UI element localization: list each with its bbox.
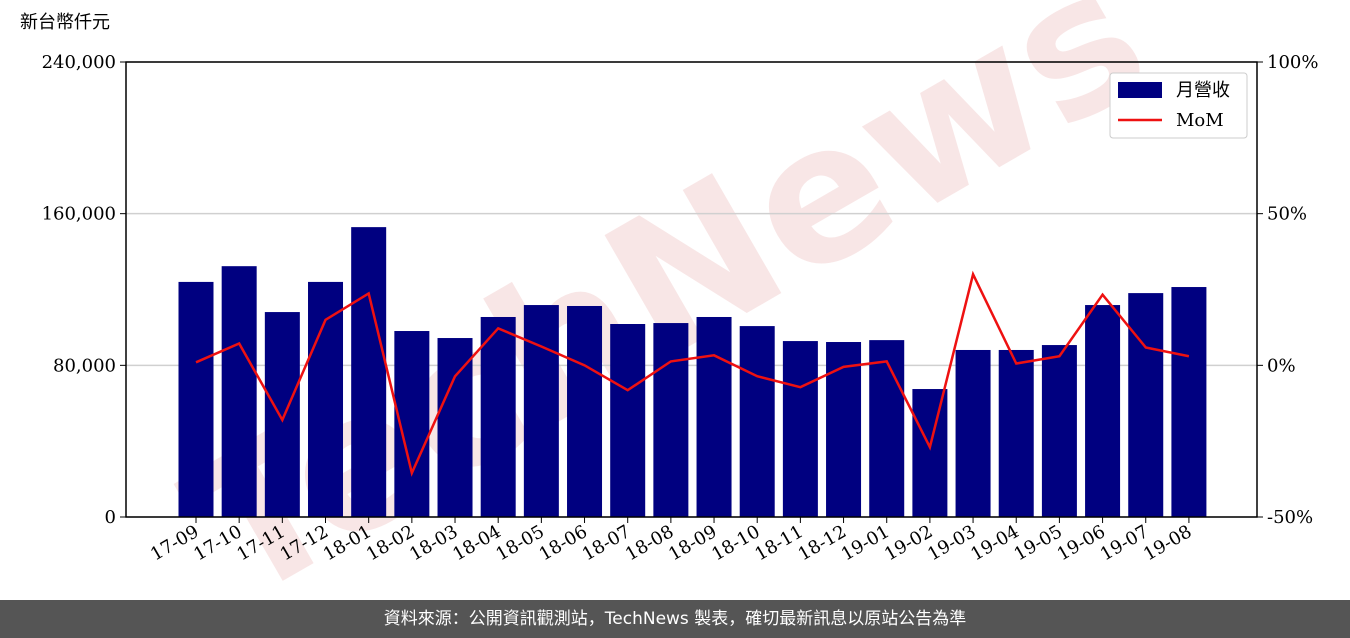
x-tick-label: 19-08	[1140, 521, 1195, 565]
x-tick-label: 19-04	[967, 521, 1022, 565]
bar	[523, 305, 559, 517]
x-tick-label: 18-09	[665, 521, 720, 565]
bar	[1041, 345, 1077, 517]
x-tick-label: 18-12	[795, 521, 850, 565]
line	[195, 270, 1190, 477]
x-tick-label: 19-05	[1010, 521, 1065, 565]
y2-tick-label: 0%	[1267, 355, 1296, 376]
bar	[308, 281, 344, 517]
y2-tick-label: 50%	[1267, 204, 1307, 225]
y2-tick-label: -50%	[1267, 507, 1313, 528]
y2-tick-label: 100%	[1267, 52, 1318, 73]
bar	[1171, 287, 1207, 517]
x-tick-label: 19-03	[924, 521, 979, 565]
x-tick-label: 19-01	[838, 521, 893, 565]
bar	[264, 312, 300, 517]
bar	[826, 342, 862, 517]
bar	[696, 316, 732, 517]
x-tick-label: 18-10	[708, 521, 763, 565]
bar	[739, 326, 775, 517]
bar	[653, 323, 689, 517]
bar	[782, 341, 818, 517]
y-tick-label: 0	[105, 507, 116, 528]
bar	[1128, 293, 1164, 517]
legend-label: 月營收	[1176, 80, 1230, 101]
x-tick-label: 19-02	[881, 521, 936, 565]
bar	[1085, 305, 1121, 517]
x-tick-label: 18-08	[622, 521, 677, 565]
bar	[567, 305, 603, 517]
bar	[912, 389, 948, 517]
y-tick-label: 80,000	[53, 355, 116, 376]
footer: 資料來源：公開資訊觀測站，TechNews 製表，確切最新訊息以原站公告為準	[0, 600, 1350, 638]
y-axis-label: 新台幣仟元	[20, 12, 110, 33]
y-tick-label: 240,000	[42, 52, 116, 73]
bar	[869, 340, 905, 517]
bar	[437, 338, 473, 517]
bar	[480, 316, 516, 517]
bar	[221, 266, 257, 517]
x-tick-label: 19-07	[1097, 521, 1152, 565]
x-tick-label: 19-06	[1054, 521, 1109, 565]
y-tick-label: 160,000	[42, 204, 116, 225]
bar	[955, 349, 991, 517]
plot-frame	[125, 61, 1258, 518]
x-tick-label: 18-05	[492, 521, 547, 565]
x-tick-label: 18-06	[536, 521, 591, 565]
chart: 新台幣仟元 TechNews 080,000160,000240,000-50%…	[20, 0, 1318, 638]
bar	[351, 227, 387, 518]
x-tick-label: 18-11	[751, 521, 806, 565]
legend-label: MoM	[1176, 110, 1224, 131]
x-tick-label: 18-07	[579, 521, 634, 565]
bar	[610, 324, 646, 517]
legend-swatch	[1118, 82, 1162, 98]
x-tick-label: 17-09	[147, 521, 202, 565]
bar	[178, 281, 214, 517]
bar	[998, 349, 1034, 517]
